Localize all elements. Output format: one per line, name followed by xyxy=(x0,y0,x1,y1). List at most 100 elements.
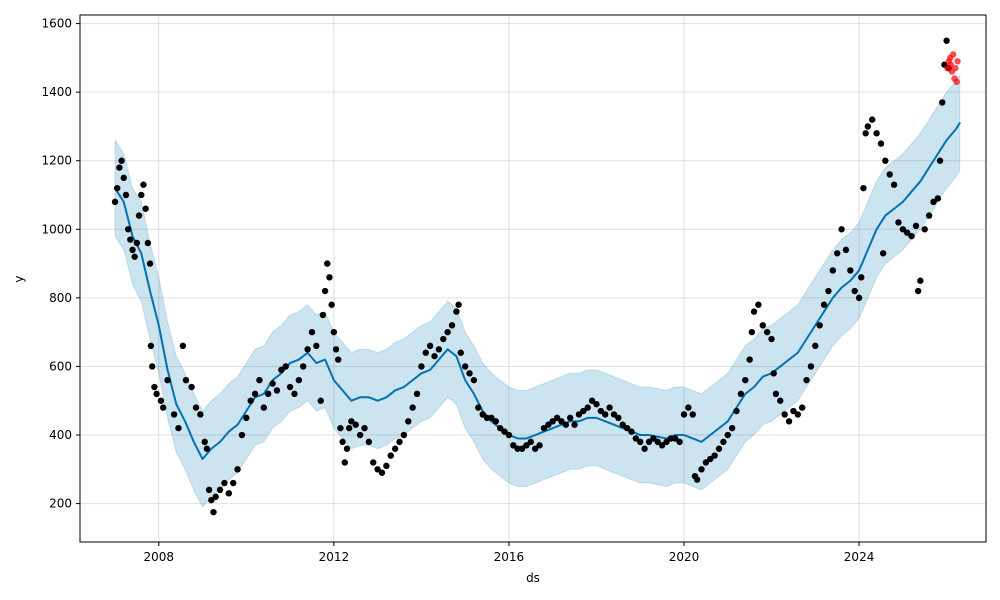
observed-point xyxy=(689,411,696,418)
observed-point xyxy=(149,363,156,370)
future-point xyxy=(949,51,957,58)
observed-point xyxy=(890,181,898,188)
y-tick-label: 1000 xyxy=(41,222,72,236)
observed-point xyxy=(803,376,810,384)
observed-point xyxy=(453,308,460,315)
observed-point xyxy=(939,99,946,106)
observed-point xyxy=(531,445,539,452)
observed-point xyxy=(597,407,605,415)
observed-point xyxy=(319,311,327,319)
observed-point xyxy=(356,431,364,439)
observed-point xyxy=(188,383,195,391)
observed-point xyxy=(879,250,887,257)
observed-point xyxy=(707,455,714,463)
observed-point xyxy=(182,376,190,384)
y-tick-label: 800 xyxy=(49,291,72,305)
observed-point xyxy=(216,486,224,494)
observed-point xyxy=(785,418,793,425)
observed-point xyxy=(702,459,710,466)
observed-point xyxy=(212,493,219,500)
observed-point xyxy=(488,414,495,422)
observed-point xyxy=(455,301,462,308)
observed-point xyxy=(654,438,661,446)
observed-point xyxy=(383,462,390,470)
observed-point xyxy=(772,390,780,398)
observed-point xyxy=(737,390,745,398)
observed-point xyxy=(361,424,368,432)
observed-point xyxy=(111,198,119,206)
observed-point xyxy=(387,452,394,459)
y-tick-label: 600 xyxy=(49,359,72,373)
observed-point xyxy=(365,438,373,446)
observed-point xyxy=(391,445,399,452)
future-point xyxy=(947,61,955,68)
observed-point xyxy=(256,376,263,384)
observed-point xyxy=(899,226,907,233)
observed-point xyxy=(159,404,167,411)
observed-point xyxy=(203,445,211,452)
observed-point xyxy=(558,418,565,425)
observed-point xyxy=(210,508,217,516)
future-point xyxy=(953,78,960,86)
observed-point xyxy=(838,226,845,233)
x-tick-layer: 2008 2012 2016 2020 2024 xyxy=(144,542,875,564)
observed-point xyxy=(127,236,134,243)
observed-point xyxy=(461,363,469,370)
observed-point xyxy=(175,424,182,432)
observed-point xyxy=(418,363,425,370)
observed-point xyxy=(768,335,775,343)
observed-point xyxy=(330,328,338,336)
observed-point xyxy=(650,435,657,442)
observed-point xyxy=(300,363,307,370)
observed-point xyxy=(444,328,451,336)
observed-point xyxy=(466,370,473,377)
observed-point xyxy=(352,421,359,428)
observed-point xyxy=(435,346,443,353)
observed-point xyxy=(321,287,329,295)
observed-point xyxy=(908,232,915,240)
observed-point xyxy=(413,390,421,398)
y-tick-label: 1600 xyxy=(41,17,72,31)
observed-point xyxy=(812,342,819,350)
observed-point xyxy=(545,421,552,428)
observed-point xyxy=(260,404,268,411)
observed-point xyxy=(645,438,653,446)
observed-point xyxy=(914,287,922,295)
observed-point xyxy=(470,376,478,384)
observed-point xyxy=(332,346,340,353)
observed-point xyxy=(523,442,530,449)
x-tick-label: 2024 xyxy=(844,550,875,564)
observed-point xyxy=(179,342,187,350)
observed-point xyxy=(746,356,753,363)
observed-point xyxy=(641,445,648,452)
observed-point xyxy=(790,407,797,415)
observed-point xyxy=(610,411,618,418)
observed-point xyxy=(405,418,412,425)
observed-point xyxy=(114,184,121,192)
observed-point xyxy=(895,219,902,226)
observed-point xyxy=(116,164,123,171)
observed-point xyxy=(724,431,731,439)
observed-point xyxy=(370,459,377,466)
observed-point xyxy=(869,116,876,123)
observed-point xyxy=(602,411,609,418)
plot-frame xyxy=(79,14,987,543)
observed-point xyxy=(122,191,130,199)
observed-point xyxy=(409,404,416,411)
observed-point xyxy=(904,229,911,236)
forecast-layer xyxy=(114,122,961,461)
y-axis-label: y xyxy=(12,275,26,282)
observed-point xyxy=(269,380,276,387)
observed-point xyxy=(313,342,320,350)
observed-point xyxy=(197,411,204,418)
observed-point xyxy=(943,37,950,44)
observed-point xyxy=(120,174,127,182)
observed-point xyxy=(326,274,333,281)
observed-point xyxy=(637,438,644,446)
observed-point xyxy=(273,387,281,394)
observed-point xyxy=(748,328,756,336)
observed-point xyxy=(755,301,762,308)
observed-layer xyxy=(111,37,952,516)
